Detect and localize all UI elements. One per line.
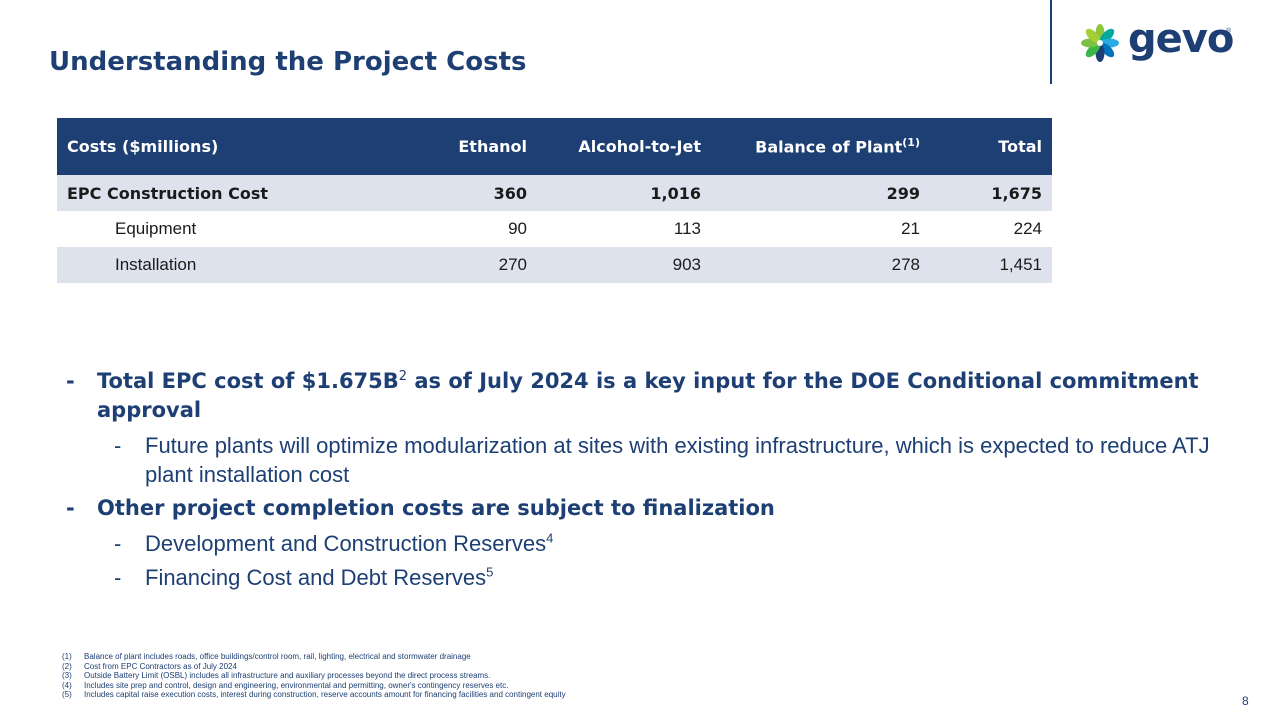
bullet-dash: - [114,565,122,590]
table-row-epc: EPC Construction Cost 360 1,016 299 1,67… [57,175,1052,211]
cell-alcohol-to-jet: 903 [537,247,711,283]
row-label: EPC Construction Cost [57,175,357,211]
bullet-text: Other project completion costs are subje… [97,496,775,520]
header-balance-of-plant-label: Balance of Plant [755,137,903,157]
header-ethanol: Ethanol [357,118,537,175]
bullet-total-epc: - Total EPC cost of $1.675B2 as of July … [62,367,1212,425]
header-total: Total [930,118,1052,175]
cell-alcohol-to-jet: 113 [537,211,711,247]
footnote-item: (2) Cost from EPC Contractors as of July … [62,662,566,672]
bullet-dash: - [114,531,122,556]
cell-balance-of-plant: 21 [711,211,930,247]
footnote-text: Outside Battery Limit (OSBL) includes al… [84,671,491,681]
footnotes: (1) Balance of plant includes roads, offi… [62,652,566,700]
cell-balance-of-plant: 299 [711,175,930,211]
bullet-text-cont: as of July 2024 is a key input for the D… [97,369,1199,422]
row-label: Equipment [57,211,357,247]
slide-title: Understanding the Project Costs [49,47,527,77]
footnote-ref-5: 5 [486,564,494,580]
footnote-ref-2: 2 [398,369,408,384]
row-label: Installation [57,247,357,283]
page-number: 8 [1242,694,1249,708]
footnote-number: (2) [62,661,72,671]
cell-total: 1,451 [930,247,1052,283]
project-costs-table: Costs ($millions) Ethanol Alcohol-to-Jet… [57,118,1052,283]
gevo-logo: gevo ® [1080,16,1240,68]
footnote-text: Cost from EPC Contractors as of July 202… [84,661,237,671]
footnote-text: Includes site prep and control, design a… [84,680,509,690]
bullet-dash: - [66,369,75,393]
bullet-other-costs: - Other project completion costs are sub… [62,494,1212,523]
table-row-equipment: Equipment 90 113 21 224 [57,211,1052,247]
registered-mark: ® [1226,28,1232,35]
header-costs: Costs ($millions) [57,118,357,175]
subbullet-financing: - Financing Cost and Debt Reserves5 [62,563,1212,592]
subbullet-future-plants: - Future plants will optimize modulariza… [62,431,1212,489]
cell-ethanol: 90 [357,211,537,247]
bullet-list: - Total EPC cost of $1.675B2 as of July … [62,367,1212,597]
logo-wordmark: gevo [1128,16,1234,62]
subbullet-reserves: - Development and Construction Reserves4 [62,529,1212,558]
cell-ethanol: 360 [357,175,537,211]
bullet-text: Future plants will optimize modularizati… [145,433,1210,487]
footnote-item: (4) Includes site prep and control, desig… [62,681,566,691]
footnote-ref-1: (1) [902,136,920,150]
footnote-number: (1) [62,652,72,661]
footnote-number: (5) [62,690,72,700]
footnote-item: (5) Includes capital raise execution cost… [62,690,566,700]
cell-ethanol: 270 [357,247,537,283]
bullet-dash: - [114,433,122,458]
pinwheel-logo-icon [1081,24,1119,62]
table-header-row: Costs ($millions) Ethanol Alcohol-to-Jet… [57,118,1052,175]
footnote-item: (1) Balance of plant includes roads, offi… [62,652,566,662]
bullet-text: Total EPC cost of $1.675B [97,369,399,393]
footnote-text: Includes capital raise execution costs, … [84,690,566,700]
footnote-number: (3) [62,671,72,681]
cell-total: 224 [930,211,1052,247]
footnote-number: (4) [62,680,72,690]
cell-total: 1,675 [930,175,1052,211]
header-alcohol-to-jet: Alcohol-to-Jet [537,118,711,175]
footnote-ref-4: 4 [546,530,554,546]
header-balance-of-plant: Balance of Plant(1) [711,118,930,175]
footnote-text: Balance of plant includes roads, office … [84,652,471,661]
cell-alcohol-to-jet: 1,016 [537,175,711,211]
cell-balance-of-plant: 278 [711,247,930,283]
table-row-installation: Installation 270 903 278 1,451 [57,247,1052,283]
bullet-text: Financing Cost and Debt Reserves [145,565,487,590]
footnote-item: (3) Outside Battery Limit (OSBL) includes… [62,671,566,681]
bullet-dash: - [66,496,75,520]
header-divider [1050,0,1052,84]
bullet-text: Development and Construction Reserves [145,531,547,556]
